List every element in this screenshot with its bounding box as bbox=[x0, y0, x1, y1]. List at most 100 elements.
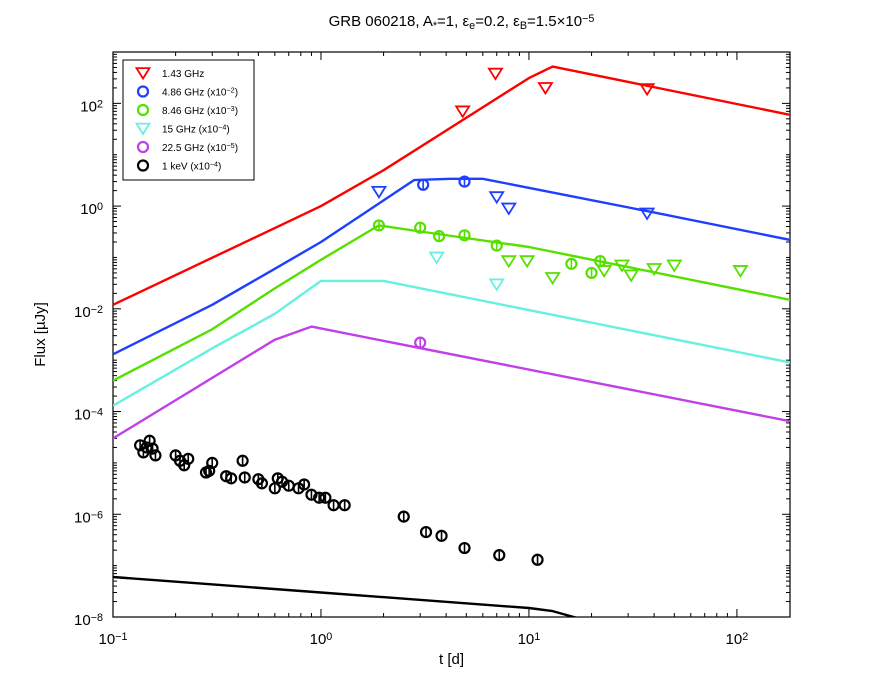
legend-label-part: −3 bbox=[226, 104, 234, 113]
series-7-point-ring bbox=[255, 477, 269, 490]
axis-labels: t [d] Flux [µJy] bbox=[32, 302, 464, 668]
y-tick-label: 10−2 bbox=[74, 304, 103, 321]
legend-item: 8.46 GHz (x10−3) bbox=[136, 103, 238, 117]
y-tick-label-part: −8 bbox=[91, 612, 103, 624]
legend-label: 8.46 GHz (x10−3) bbox=[162, 104, 238, 117]
chart-title-text: GRB 060218, A*=1, εe=0.2, εB=1.5×10−5 bbox=[329, 13, 595, 32]
x-tick-label-part: 10 bbox=[310, 631, 327, 648]
series-7-point bbox=[327, 499, 340, 512]
series-3-point-ring bbox=[414, 221, 427, 234]
legend-label-part: 1.43 GHz bbox=[162, 69, 204, 80]
legend-label-part: 4.86 GHz (x10 bbox=[162, 88, 227, 99]
series-7-point bbox=[305, 488, 318, 501]
series-7-point-ring bbox=[435, 529, 448, 542]
plot-frame bbox=[112, 51, 791, 618]
series-1-model-line bbox=[113, 177, 790, 356]
series-5-point bbox=[428, 251, 445, 265]
legend-label-part: 1 keV (x10 bbox=[162, 162, 210, 173]
legend-label: 1.43 GHz bbox=[162, 69, 204, 80]
y-tick-label: 100 bbox=[80, 201, 103, 218]
series-7-point bbox=[149, 449, 162, 462]
series-7-point-ring bbox=[419, 525, 433, 539]
x-tick-label-part: 2 bbox=[742, 631, 748, 643]
y-axis-label: Flux [µJy] bbox=[32, 302, 49, 366]
legend-item: 1.43 GHz bbox=[134, 67, 204, 81]
series-1-point bbox=[458, 175, 471, 188]
legend-marker bbox=[136, 103, 150, 117]
series-3-point-ring bbox=[458, 229, 471, 242]
legend-label-part: ) bbox=[235, 106, 238, 117]
series-3-point bbox=[372, 219, 386, 232]
series-7-point bbox=[419, 525, 433, 539]
y-tick-label: 10−4 bbox=[74, 406, 103, 423]
series-1-point-ring bbox=[417, 178, 430, 191]
series-3-point bbox=[458, 229, 471, 242]
series-4-point bbox=[596, 265, 613, 279]
series-1-point bbox=[417, 178, 430, 191]
series-7-point-ring bbox=[319, 491, 332, 504]
series-5-point bbox=[488, 278, 505, 292]
series-7-point bbox=[313, 491, 326, 504]
series-4-point bbox=[623, 269, 640, 283]
series-7-point bbox=[531, 553, 544, 566]
series-7-point-ring bbox=[143, 434, 156, 447]
series-2-point bbox=[488, 191, 505, 205]
y-tick-label-part: −4 bbox=[91, 406, 103, 418]
series-7-point-ring bbox=[531, 553, 544, 566]
chart-title-text-part: =1.5×10 bbox=[527, 13, 582, 30]
legend-marker bbox=[136, 140, 150, 154]
x-tick-label: 102 bbox=[726, 631, 749, 648]
series-1-point-ring bbox=[458, 175, 471, 188]
legend-label-part: −5 bbox=[226, 141, 234, 150]
series-6-point bbox=[414, 336, 427, 349]
series-7-point bbox=[397, 510, 410, 523]
x-axis-label: t [d] bbox=[439, 651, 464, 668]
y-tick-label-part: 10 bbox=[80, 98, 97, 115]
series-3-model-line bbox=[113, 224, 790, 382]
series-2-point bbox=[500, 202, 517, 216]
legend-marker bbox=[134, 67, 152, 81]
y-tick-label-part: 10 bbox=[74, 304, 91, 321]
legend-label-part: −2 bbox=[226, 86, 234, 95]
series-7-point-ring bbox=[238, 471, 251, 484]
series-7-point bbox=[298, 478, 311, 491]
series-4-point bbox=[500, 255, 517, 269]
series-0-point bbox=[537, 82, 554, 96]
series-7-point-ring bbox=[313, 491, 326, 504]
series-7-point bbox=[182, 452, 195, 465]
series-0-point bbox=[487, 67, 504, 81]
series-4-point bbox=[732, 265, 749, 279]
series-2-point bbox=[370, 185, 388, 199]
series-7-point-ring bbox=[182, 452, 195, 465]
chart-title-text-part: * bbox=[433, 20, 438, 32]
series-2-point bbox=[638, 207, 656, 221]
series-7-model-line bbox=[113, 575, 579, 617]
series-7-point bbox=[238, 471, 251, 484]
legend-label: 15 GHz (x10−4) bbox=[162, 123, 230, 136]
y-tick-label-part: 10 bbox=[74, 407, 91, 424]
chart-title-text-part: B bbox=[520, 20, 527, 32]
series-7-point-ring bbox=[298, 478, 311, 491]
series-3-point bbox=[414, 221, 427, 234]
series-7-point bbox=[255, 477, 269, 490]
series-3-point-ring bbox=[565, 257, 578, 270]
series-3-point bbox=[490, 239, 503, 252]
series-7-point-ring bbox=[225, 472, 238, 485]
x-tick-label: 10−1 bbox=[99, 631, 128, 648]
y-tick-label-part: −6 bbox=[91, 509, 103, 521]
series-4-point bbox=[544, 272, 561, 286]
series-7-point bbox=[225, 472, 238, 485]
chart-title-text-part: −5 bbox=[582, 13, 594, 25]
legend-item: 15 GHz (x10−4) bbox=[134, 122, 230, 136]
series-6-point-ring bbox=[414, 336, 427, 349]
y-tick-label: 10−8 bbox=[74, 612, 103, 629]
series-3-point-ring bbox=[433, 230, 446, 243]
plot-inner bbox=[113, 65, 790, 617]
y-tick-label-part: 10 bbox=[74, 612, 91, 629]
y-tick-label-part: 10 bbox=[80, 201, 97, 218]
legend-label-part: 22.5 GHz (x10 bbox=[162, 143, 227, 154]
legend-label-part: ) bbox=[235, 143, 238, 154]
y-tick-label-part: 0 bbox=[97, 201, 103, 213]
x-tick-label-part: 10 bbox=[518, 631, 535, 648]
